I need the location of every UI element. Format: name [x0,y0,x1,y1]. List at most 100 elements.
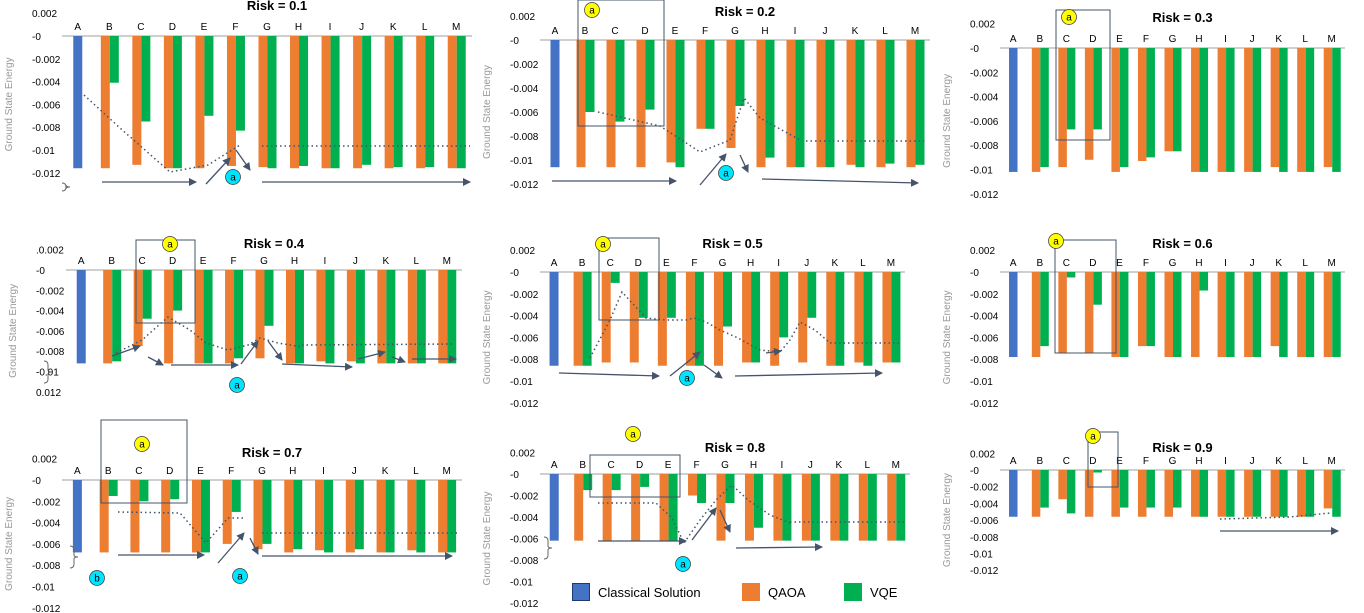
bar-vqe [610,272,620,283]
bar-vqe [294,270,304,364]
bar-vqe [1119,272,1129,358]
y-tick-label: -0.012 [32,604,61,613]
marker-circle-cyan [225,169,241,185]
annotation-box [589,454,681,498]
marker-circle-cyan [89,570,105,586]
y-tick-label: 0.002 [970,20,995,31]
bar-qaoa [858,474,868,541]
arrow [205,157,231,185]
x-tick-label: G [260,256,268,267]
bar-qaoa [742,272,752,363]
annotation-box [577,0,665,127]
x-tick-label: F [1143,258,1149,269]
bar-qaoa [1191,470,1200,517]
bar-qaoa [161,480,171,553]
bar-vqe [825,40,835,168]
bar-vqe [582,272,592,366]
bar-vqe [262,480,272,544]
arrow [235,149,251,171]
bar-vqe [173,270,183,311]
bar-qaoa [253,480,263,550]
marker-circle-cyan [232,568,248,584]
y-tick-label: -0.006 [510,333,539,344]
y-tick-label: -0.008 [36,347,65,358]
bar-qaoa [1031,470,1041,517]
x-tick-label: H [289,466,296,477]
x-tick-label: B [1036,456,1043,467]
y-tick-label: -0.008 [970,355,999,366]
y-tick-label: -0.004 [510,513,539,524]
bar-qaoa [194,270,204,364]
annotation-box [598,237,660,321]
bar-vqe [416,270,426,364]
y-tick-label: -0.006 [32,540,61,551]
bar-classical-solution [1009,470,1018,517]
bar-qaoa [195,36,205,169]
x-tick-label: B [1036,258,1043,269]
bar-vqe [1093,48,1102,130]
x-tick-label: H [747,258,754,269]
x-tick-label: G [719,258,727,269]
chart-title: Risk = 0.6 [1152,236,1212,251]
y-tick-label: -0.008 [970,533,999,544]
bar-classical-solution [549,272,559,366]
bar-qaoa [100,36,110,169]
bar-vqe [1279,470,1288,517]
bar-vqe [795,40,805,168]
arrow [735,543,823,552]
marker-circle-cyan [679,370,695,386]
dotted-trend-line [597,96,801,153]
bar-vqe [1146,470,1155,508]
bar-vqe [891,272,901,363]
x-tick-label: B [579,258,586,269]
x-tick-label: E [1116,34,1123,45]
bar-vqe [1040,48,1049,168]
x-tick-label: K [383,256,390,267]
bar-qaoa [1137,48,1147,161]
x-tick-label: A [551,460,558,471]
bar-qaoa [906,40,916,168]
legend-item-vqe: VQE [844,580,897,604]
x-tick-label: C [139,256,146,267]
marker-label: a [630,430,636,441]
annotation-box [100,419,188,504]
bar-qaoa [1164,272,1173,358]
chart-title: Risk = 0.9 [1152,440,1212,455]
bar-qaoa [801,474,811,541]
bar-qaoa [1137,470,1147,517]
bar-qaoa [316,270,326,362]
dotted-trend-line [117,511,244,545]
y-axis-label: Ground State Energy [942,473,953,567]
chart-panel-9: Risk = 0.9 Ground State Energy 0.002 -0 -0.0… [942,428,1345,577]
y-tick-label: -0.006 [970,333,999,344]
arrow [558,371,660,380]
y-tick-label: -0.002 [510,492,539,503]
x-tick-label: F [232,22,238,33]
x-tick-label: K [382,466,389,477]
chart-panel-8: Risk = 0.8 Ground State Energy 0.002 -0 -0.0… [482,426,910,610]
x-tick-label: G [258,466,266,477]
x-tick-label: I [1224,456,1227,467]
bar-vqe [325,270,335,364]
y-tick-label: -0.002 [32,497,61,508]
x-tick-label: L [865,460,871,471]
bar-vqe [725,474,735,504]
legend-label-vqe: VQE [870,584,898,600]
chart-title: Risk = 0.5 [702,236,762,251]
bar-qaoa [602,474,612,541]
y-axis-label: Ground State Energy [8,284,19,378]
bar-qaoa [1217,272,1227,358]
x-tick-label: E [201,22,208,33]
y-tick-label: -0 [32,32,41,43]
bar-vqe [204,36,214,116]
bar-vqe [1226,48,1235,172]
bar-vqe [108,480,118,496]
x-tick-label: B [1036,34,1043,45]
chart-legend: Classical Solution QAOA VQE [572,580,932,606]
bar-qaoa [816,40,826,168]
bar-vqe [694,272,704,366]
bar-vqe [675,40,685,168]
arrow [703,364,723,379]
x-tick-label: D [635,258,642,269]
legend-swatch-vqe [844,583,862,601]
